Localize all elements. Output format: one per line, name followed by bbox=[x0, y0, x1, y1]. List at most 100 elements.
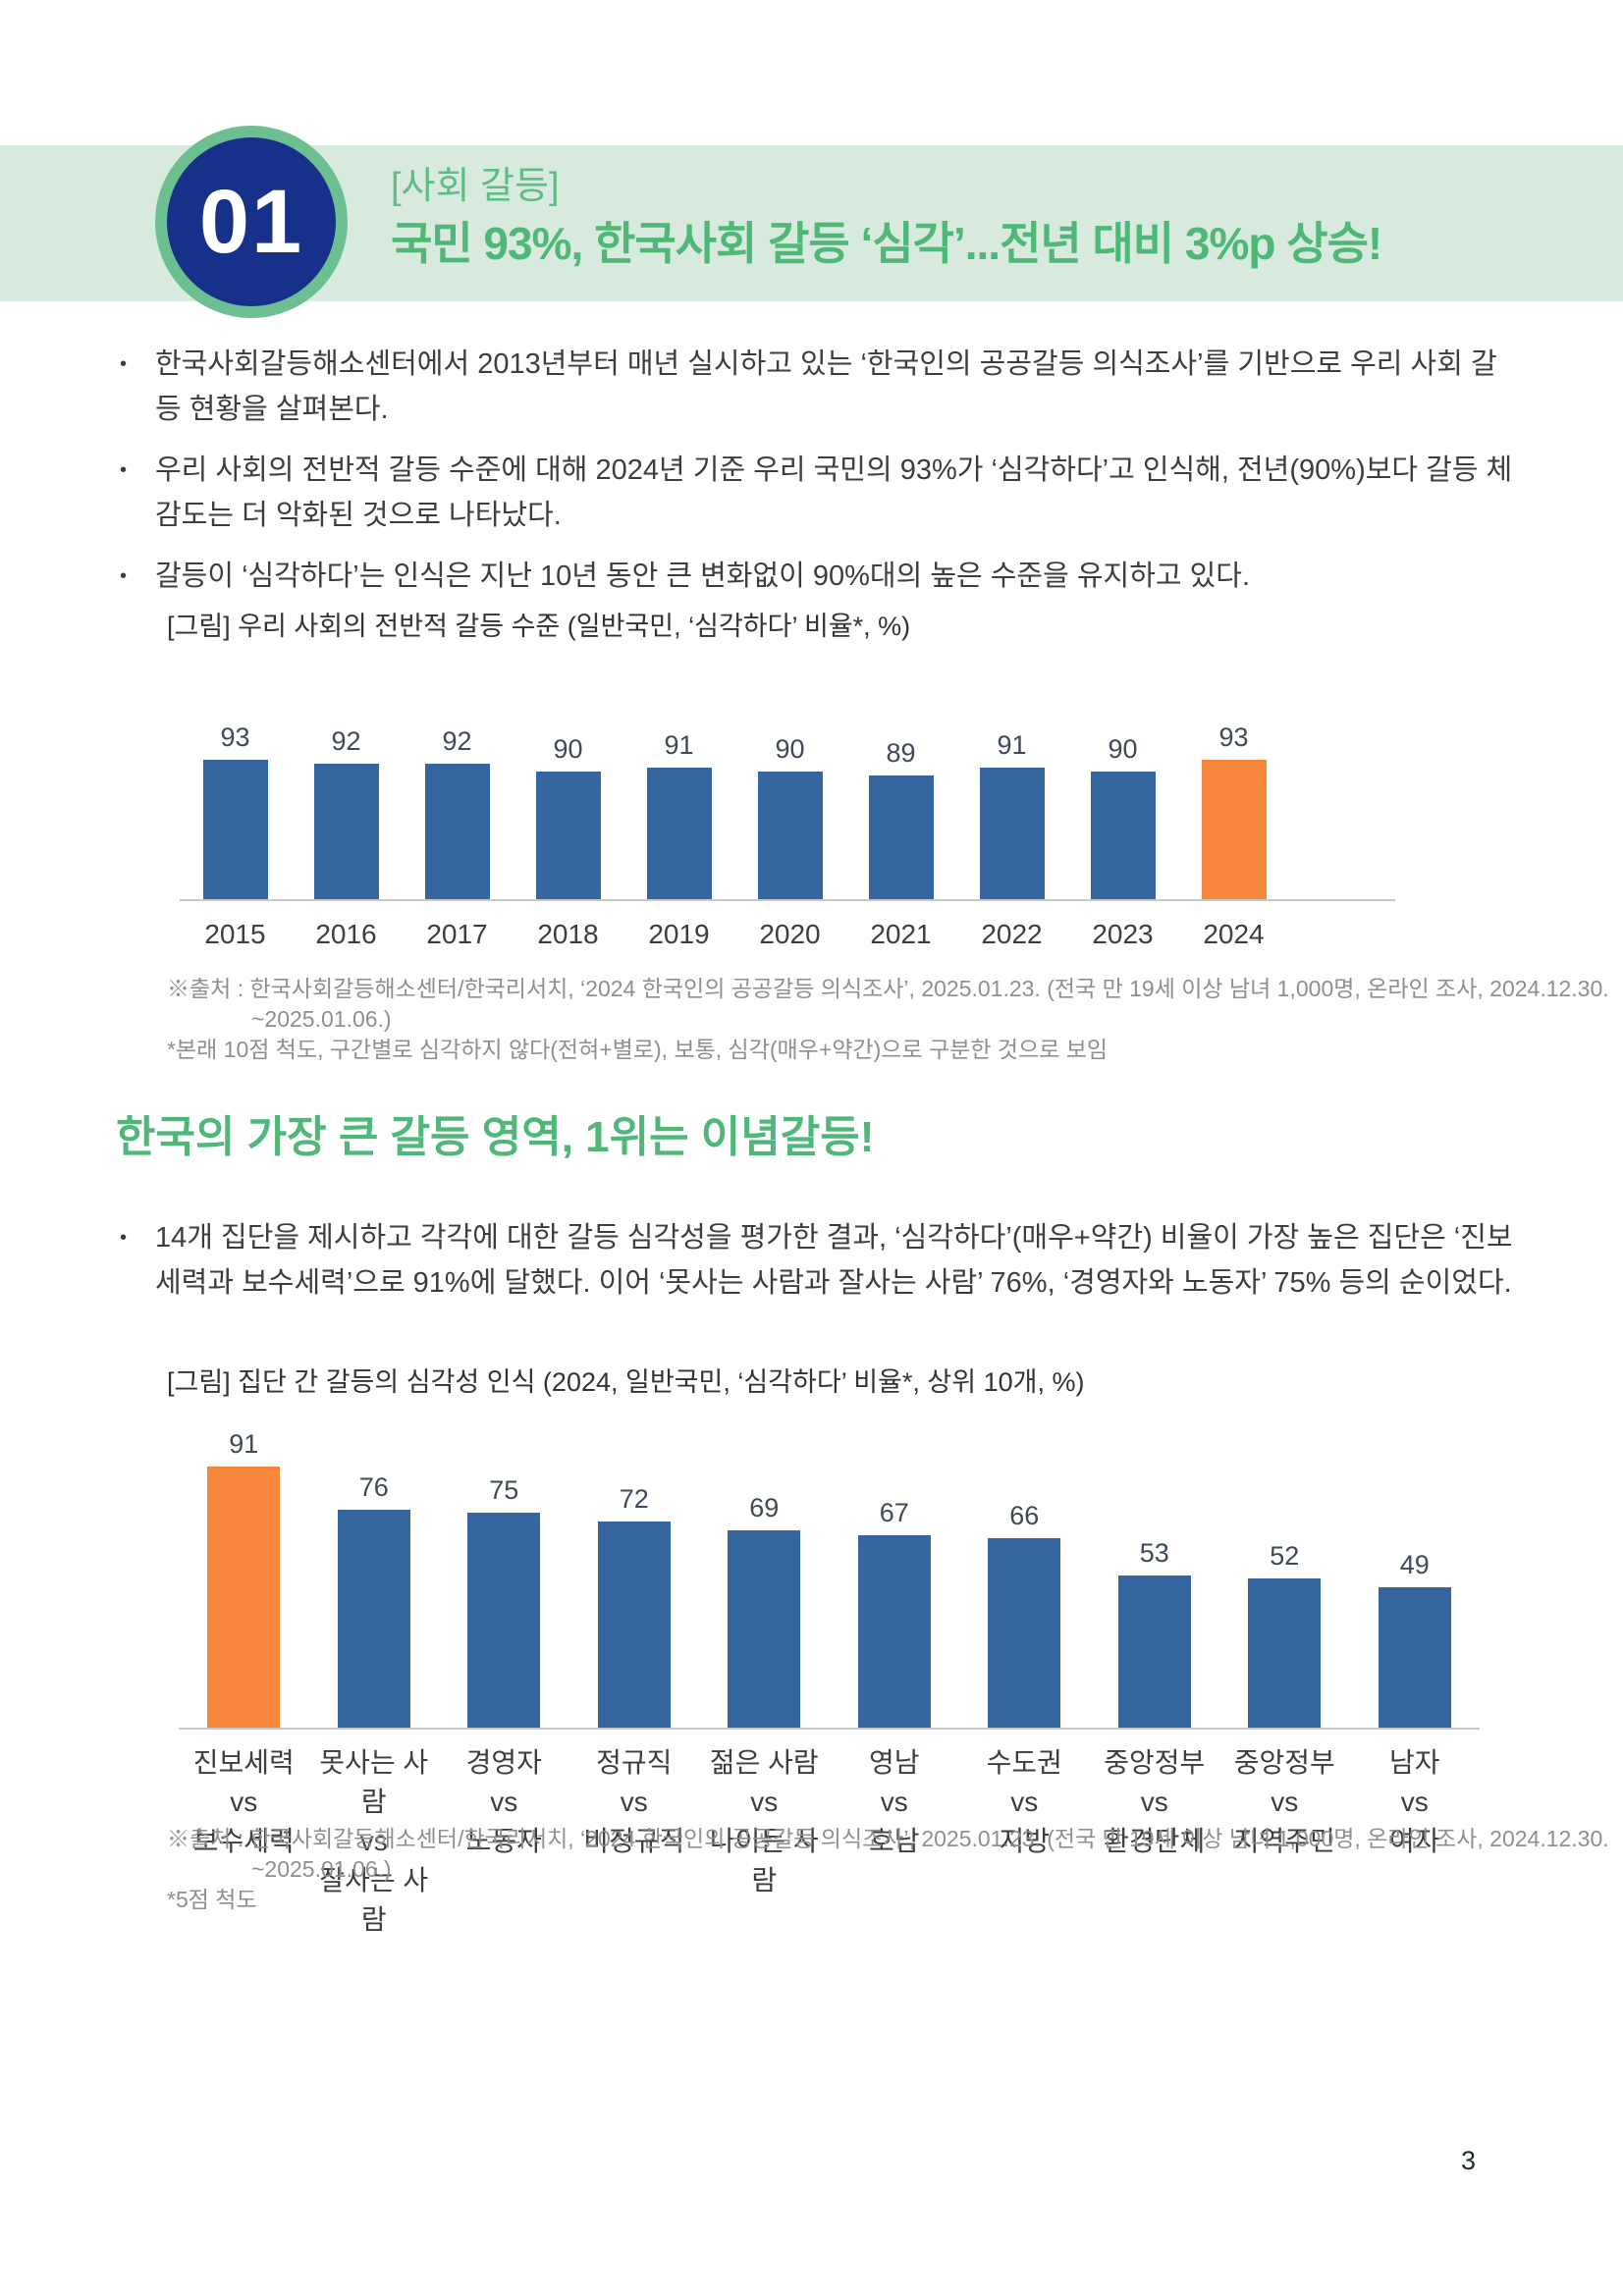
bullet-dot: • bbox=[120, 353, 128, 375]
bar-column: 75 bbox=[439, 1475, 569, 1728]
category-label: 2020 bbox=[734, 915, 845, 954]
category-label: 젊은 사람 vs 나이든 사람 bbox=[699, 1743, 830, 1940]
chart-bars-row: 93 92 92 90 91 90 89 91 90 93 bbox=[180, 717, 1289, 899]
category-label-line: 2017 bbox=[426, 919, 488, 949]
category-label-line: 2022 bbox=[981, 919, 1043, 949]
category-label-line: 잘사는 사람 bbox=[319, 1865, 429, 1935]
bar-column: 90 bbox=[513, 734, 623, 899]
category-label-line: 2023 bbox=[1092, 919, 1154, 949]
bullet-item: • 14개 집단을 제시하고 각각에 대한 갈등 심각성을 평가한 결과, ‘심각… bbox=[116, 1215, 1522, 1306]
category-label-line: vs bbox=[750, 1787, 779, 1817]
bar bbox=[1117, 1575, 1191, 1728]
bar-value-label: 90 bbox=[1108, 734, 1138, 764]
bar-column: 93 bbox=[1178, 722, 1289, 899]
category-label-line: 비정규직 bbox=[583, 1826, 685, 1856]
note-line: ~2025.01.06.) bbox=[251, 1006, 392, 1032]
category-label-line: 노동자 bbox=[465, 1826, 542, 1856]
chart-bars-row: 91 76 75 72 69 67 66 53 52 49 bbox=[179, 1423, 1480, 1728]
bar-value-label: 93 bbox=[1218, 722, 1249, 752]
bar-value-label: 93 bbox=[220, 722, 250, 752]
bar bbox=[728, 1530, 801, 1728]
category-label-line: 진보세력 bbox=[192, 1747, 295, 1778]
category-label-line: vs bbox=[1271, 1787, 1299, 1817]
bar bbox=[202, 760, 268, 899]
bar bbox=[1090, 772, 1156, 899]
x-axis-line bbox=[179, 1728, 1480, 1730]
bar bbox=[868, 775, 934, 899]
category-label-line: vs bbox=[1400, 1787, 1429, 1817]
category-label-line: 2021 bbox=[870, 919, 932, 949]
category-label-line: vs bbox=[880, 1787, 908, 1817]
header-kicker: [사회 갈등] bbox=[391, 166, 560, 207]
category-label-line: 못사는 사람 bbox=[319, 1747, 429, 1817]
category-label: 2024 bbox=[1178, 915, 1289, 954]
category-label-line: 2024 bbox=[1203, 919, 1265, 949]
bullet-item: • 한국사회갈등해소센터에서 2013년부터 매년 실시하고 있는 ‘한국인의 공… bbox=[116, 342, 1522, 432]
bar-value-label: 49 bbox=[1399, 1550, 1430, 1579]
category-label-line: vs bbox=[359, 1826, 388, 1856]
category-label: 2015 bbox=[180, 915, 291, 954]
note-line: ※출처 : 한국사회갈등해소센터/한국리서치, ‘2024 한국인의 공공갈등 … bbox=[167, 1826, 1609, 1851]
bar-value-label: 91 bbox=[997, 730, 1027, 760]
category-label: 2016 bbox=[291, 915, 402, 954]
category-label-line: vs bbox=[1010, 1787, 1039, 1817]
category-label-line: 경영자 bbox=[465, 1747, 542, 1778]
note-footnote: *본래 10점 척도, 구간별로 심각하지 않다(전혀+별로), 보통, 심각(… bbox=[167, 1037, 1109, 1062]
note-line: ※출처 : 한국사회갈등해소센터/한국리서치, ‘2024 한국인의 공공갈등 … bbox=[167, 976, 1609, 1001]
bar-column: 49 bbox=[1350, 1550, 1481, 1728]
bar-value-label: 92 bbox=[442, 726, 472, 756]
category-label-line: 지방 bbox=[999, 1826, 1051, 1856]
category-label: 영남 vs 호남 bbox=[830, 1743, 960, 1940]
bar bbox=[979, 768, 1045, 899]
category-label-line: 여자 bbox=[1388, 1826, 1440, 1856]
bar-value-label: 69 bbox=[749, 1493, 780, 1522]
badge-number: 01 bbox=[198, 171, 304, 272]
category-label-line: 2020 bbox=[759, 919, 821, 949]
chart-category-row: 진보세력 vs 보수세력 못사는 사람 vs 잘사는 사람 경영자 vs 노동자 정규직 vs 비정규… bbox=[179, 1730, 1480, 1940]
bar-column: 90 bbox=[1067, 734, 1178, 899]
category-label: 정규직 vs 비정규직 bbox=[569, 1743, 700, 1940]
category-label: 남자 vs 여자 bbox=[1350, 1743, 1481, 1940]
bar-value-label: 90 bbox=[553, 734, 583, 764]
category-label: 못사는 사람 vs 잘사는 사람 bbox=[309, 1743, 440, 1940]
category-label-line: 호남 bbox=[868, 1826, 920, 1856]
category-label-line: 중앙정부 bbox=[1104, 1747, 1206, 1778]
bar-column: 89 bbox=[845, 738, 956, 899]
bar bbox=[535, 772, 601, 899]
bar-column: 76 bbox=[309, 1472, 440, 1728]
chart2-caption: [그림] 집단 간 갈등의 심각성 인식 (2024, 일반국민, ‘심각하다’… bbox=[167, 1367, 1085, 1397]
chart2-group-conflict-ranking: 91 76 75 72 69 67 66 53 52 49 진보세력 vs 보수세력 못사는 사람 vs 잘사… bbox=[179, 1423, 1480, 1940]
bar-column: 67 bbox=[830, 1498, 960, 1728]
bar bbox=[1201, 760, 1267, 899]
bullet-item: • 갈등이 ‘심각하다’는 인식은 지난 10년 동안 큰 변화없이 90%대의 … bbox=[116, 554, 1522, 599]
bullet-text: 14개 집단을 제시하고 각각에 대한 갈등 심각성을 평가한 결과, ‘심각하… bbox=[155, 1222, 1513, 1299]
category-label-line: 보수세력 bbox=[192, 1826, 295, 1856]
category-label: 2023 bbox=[1067, 915, 1178, 954]
category-label-line: 정규직 bbox=[596, 1747, 673, 1778]
category-label: 2018 bbox=[513, 915, 623, 954]
category-label: 2017 bbox=[402, 915, 513, 954]
category-label-line: 지역주민 bbox=[1233, 1826, 1335, 1856]
bar-value-label: 90 bbox=[775, 734, 805, 764]
x-axis-line bbox=[180, 899, 1395, 901]
bar-column: 91 bbox=[623, 730, 734, 899]
note-footnote: *5점 척도 bbox=[167, 1887, 257, 1912]
bar-value-label: 92 bbox=[331, 726, 361, 756]
category-label: 중앙정부 vs 지역주민 bbox=[1219, 1743, 1350, 1940]
section2-bullet-list: • 14개 집단을 제시하고 각각에 대한 갈등 심각성을 평가한 결과, ‘심각… bbox=[116, 1215, 1522, 1321]
category-label-line: vs bbox=[490, 1787, 518, 1817]
category-label-line: 2019 bbox=[648, 919, 710, 949]
category-label-line: 2016 bbox=[315, 919, 377, 949]
bar bbox=[1248, 1578, 1322, 1728]
chart2-source-note: ※출처 : 한국사회갈등해소센터/한국리서치, ‘2024 한국인의 공공갈등 … bbox=[167, 1824, 1609, 1915]
chart1-source-note: ※출처 : 한국사회갈등해소센터/한국리서치, ‘2024 한국인의 공공갈등 … bbox=[167, 974, 1609, 1065]
bar bbox=[857, 1535, 931, 1728]
bar-column: 92 bbox=[291, 726, 402, 899]
bullet-text: 우리 사회의 전반적 갈등 수준에 대해 2024년 기준 우리 국민의 93%… bbox=[155, 454, 1513, 531]
category-label-line: vs bbox=[620, 1787, 648, 1817]
bar-value-label: 72 bbox=[619, 1484, 649, 1514]
bullet-item: • 우리 사회의 전반적 갈등 수준에 대해 2024년 기준 우리 국민의 93… bbox=[116, 448, 1522, 538]
category-label-line: 환경단체 bbox=[1104, 1826, 1206, 1856]
bar-column: 90 bbox=[734, 734, 845, 899]
category-label-line: 남자 bbox=[1388, 1747, 1440, 1778]
